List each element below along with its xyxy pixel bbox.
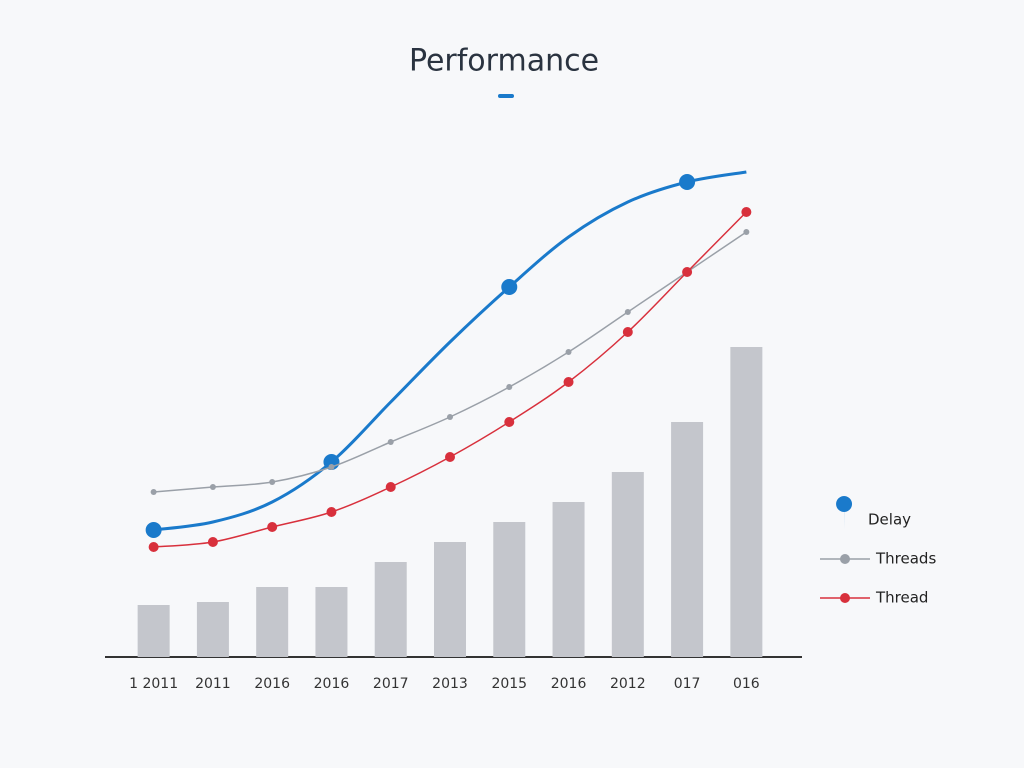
x-tick-label: 2012 (610, 676, 646, 692)
point (682, 267, 693, 277)
x-tick-label: 2016 (551, 676, 587, 692)
point (447, 414, 453, 420)
point (326, 507, 337, 517)
point (445, 452, 455, 462)
point (565, 349, 572, 355)
point (385, 482, 396, 492)
legend-marker (840, 593, 850, 603)
legend-marker (836, 496, 853, 530)
point (269, 479, 276, 485)
point (387, 439, 394, 445)
point (145, 522, 162, 538)
bar (552, 502, 585, 657)
point (148, 542, 159, 552)
bar (493, 522, 526, 657)
bar (374, 562, 407, 657)
legend-label: Delay (868, 511, 911, 529)
bar (137, 605, 170, 657)
bar (315, 587, 348, 657)
bar (730, 347, 763, 657)
point (267, 522, 278, 532)
title-accent (498, 94, 514, 98)
point (743, 229, 750, 235)
x-tick-label: 016 (733, 676, 760, 692)
point (679, 174, 696, 190)
point (563, 377, 574, 387)
x-tick-label: 2016 (254, 676, 290, 692)
line (153, 211, 747, 548)
point (209, 484, 216, 490)
bar (671, 422, 704, 657)
point (624, 309, 631, 315)
bar (611, 472, 644, 657)
x-tick-label: 2011 (195, 676, 231, 692)
x-tick-label: 2013 (432, 676, 468, 692)
point (501, 279, 518, 295)
legend-label: Thread (875, 589, 928, 607)
bar (256, 587, 289, 657)
point (150, 489, 157, 495)
point (328, 464, 335, 470)
point (741, 207, 752, 217)
point (504, 417, 515, 427)
chart-title: Performance (409, 44, 599, 79)
bar (434, 542, 466, 657)
point (207, 537, 218, 547)
point (506, 384, 513, 390)
x-tick-label: 2015 (491, 676, 527, 692)
bar (196, 602, 229, 657)
point (622, 327, 633, 337)
x-tick-label: 1 2011 (129, 676, 178, 692)
x-tick-label: 017 (674, 676, 701, 692)
x-tick-label: 2017 (373, 676, 409, 692)
line (153, 231, 747, 493)
line (153, 170, 747, 532)
legend-label: Threads (875, 550, 936, 568)
legend-marker (840, 554, 850, 564)
x-tick-label: 2016 (314, 676, 350, 692)
